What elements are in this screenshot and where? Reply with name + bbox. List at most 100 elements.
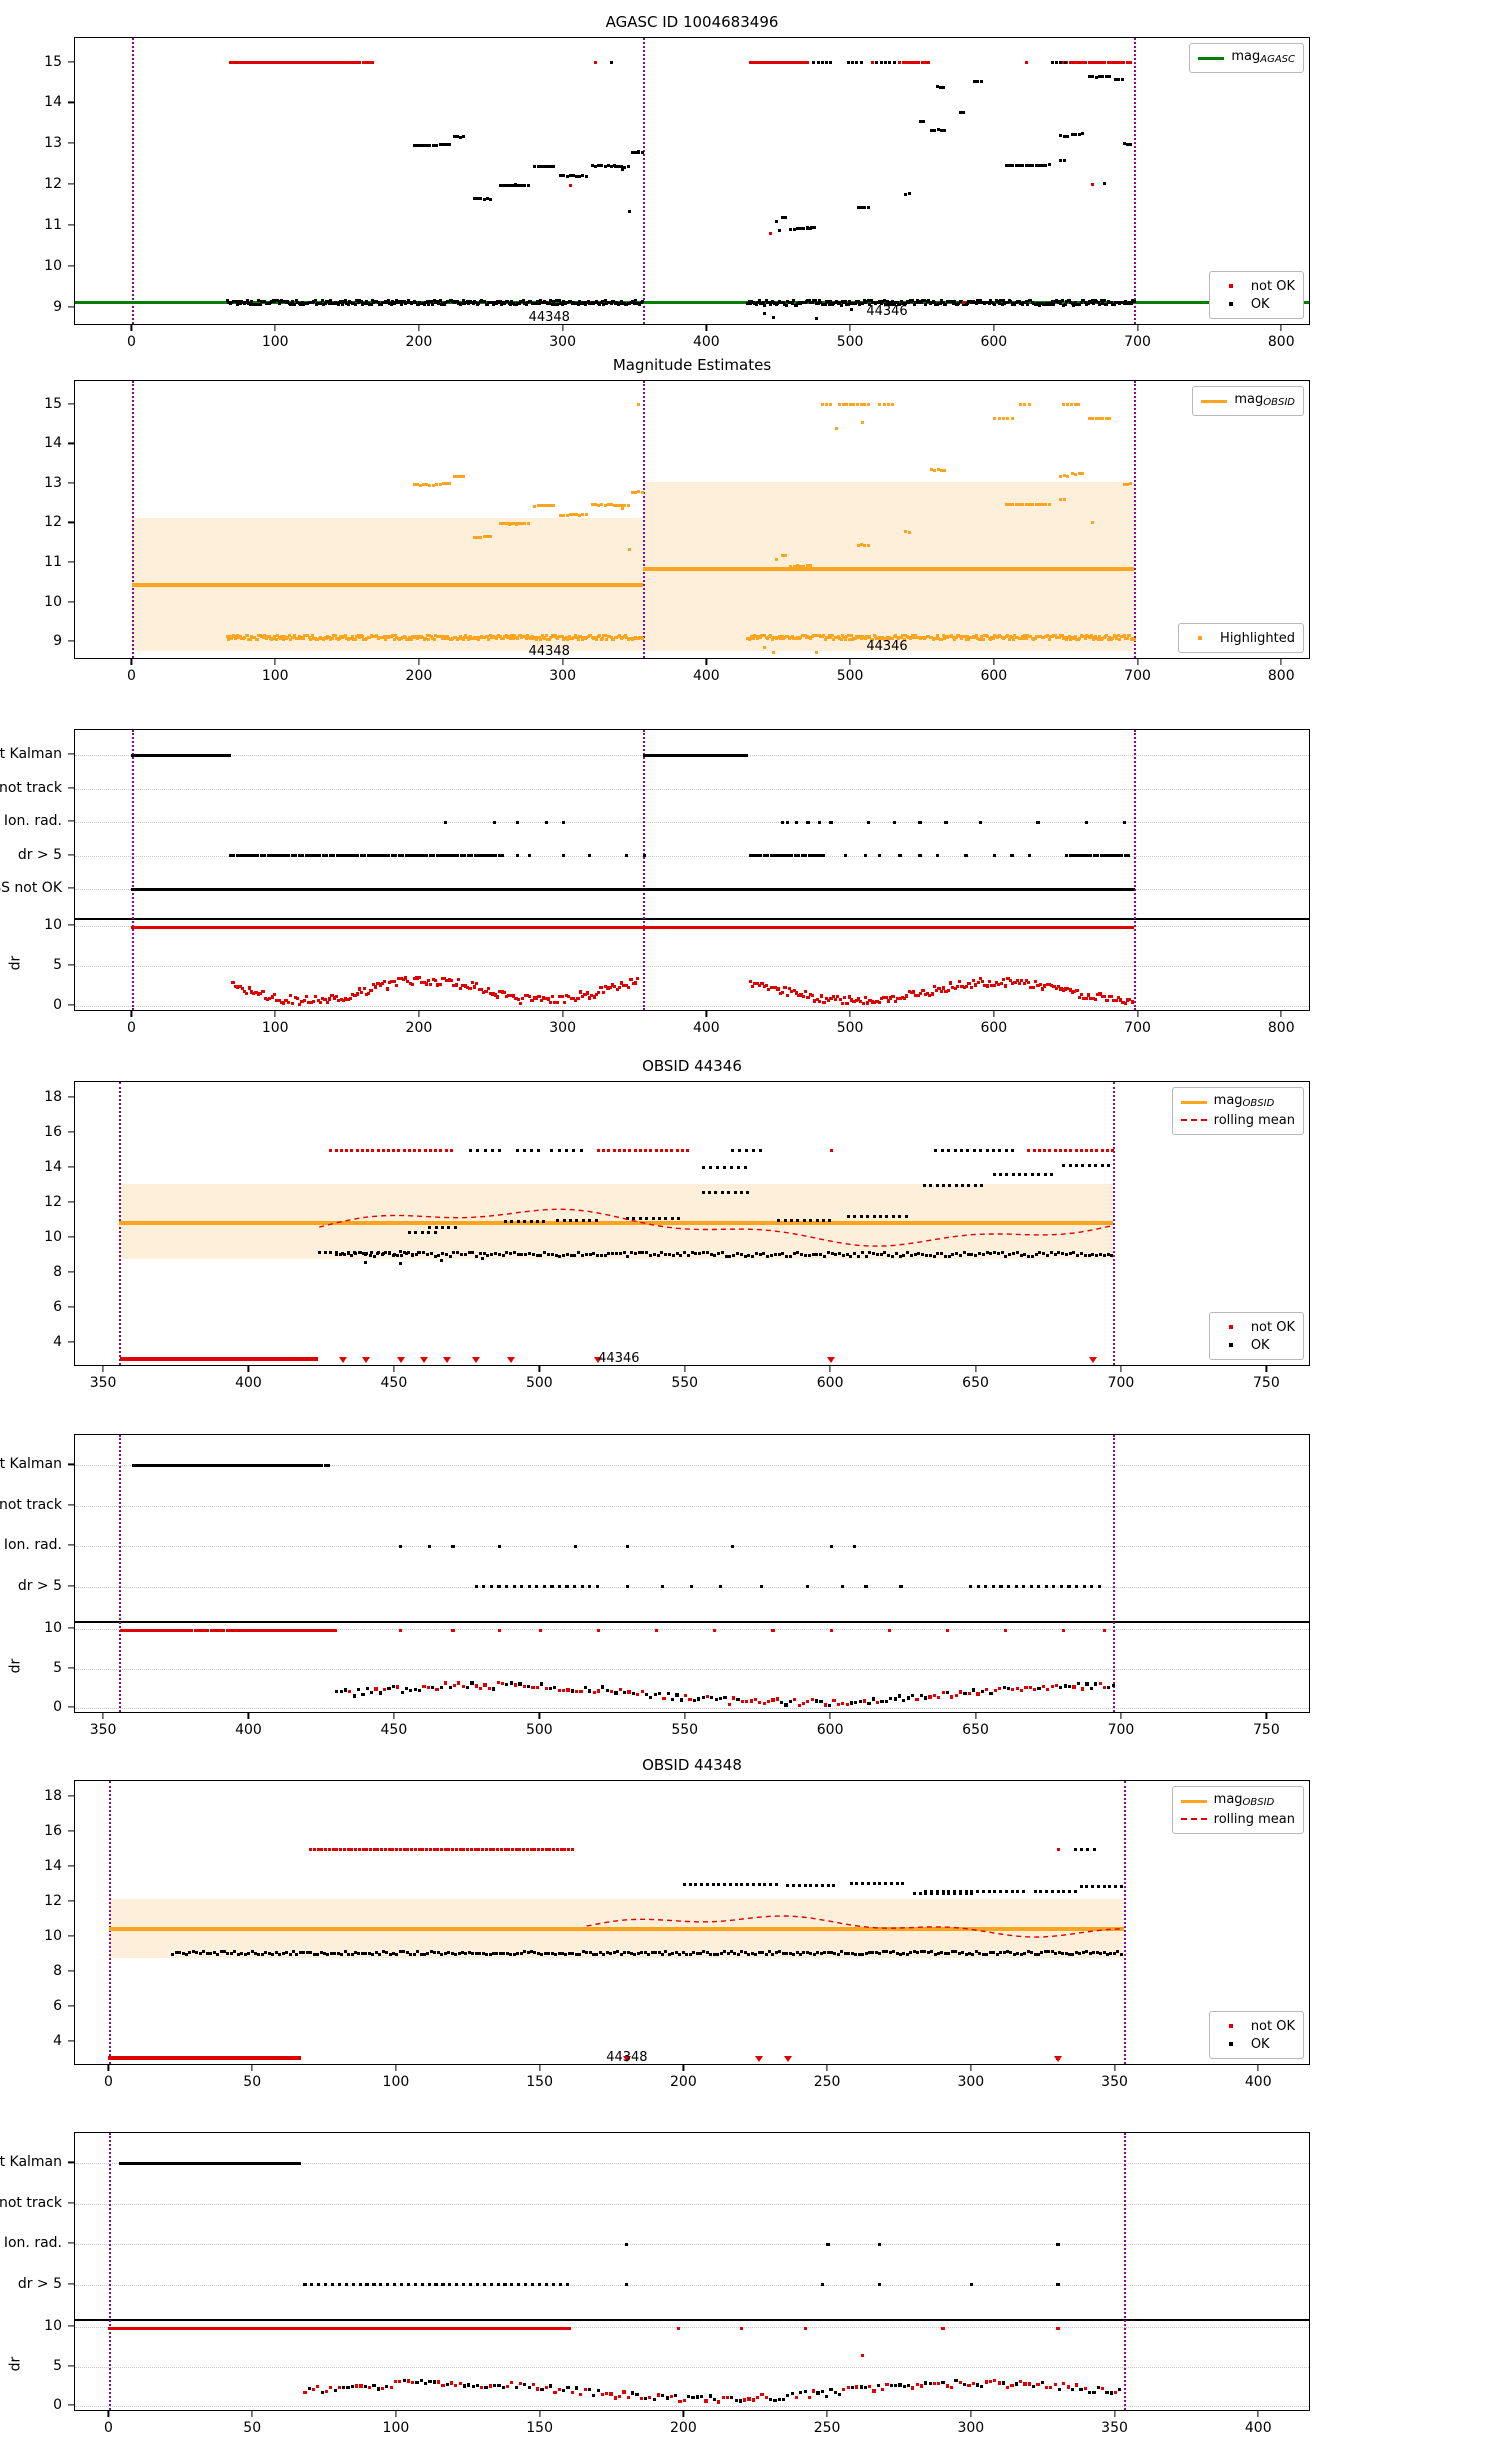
- data-point: [403, 1250, 407, 1254]
- legend[interactable]: magAGASC: [1189, 43, 1304, 73]
- data-point: [1014, 164, 1018, 168]
- data-point: [607, 1252, 611, 1256]
- data-point: [392, 1148, 396, 1152]
- flag-marker: [432, 854, 436, 858]
- data-point: [957, 302, 961, 306]
- flag-marker: [1006, 976, 1010, 981]
- y-tick-mark: [68, 924, 74, 926]
- flag-label: dr > 5: [17, 846, 62, 863]
- data-point: [990, 300, 994, 304]
- flag-gridline: [75, 1505, 1309, 1508]
- legend[interactable]: not OK OK: [1208, 271, 1304, 319]
- data-point: [456, 475, 460, 479]
- data-point: [1024, 163, 1028, 167]
- data-point: [911, 633, 915, 637]
- data-point: [521, 299, 525, 303]
- data-point: [617, 504, 621, 508]
- data-point: [517, 302, 521, 306]
- dr-tick-label: 5: [53, 957, 62, 974]
- data-point: [298, 61, 302, 64]
- legend[interactable]: Highlighted: [1178, 623, 1304, 653]
- data-point: [1080, 132, 1084, 136]
- data-point: [891, 403, 895, 407]
- data-point: [935, 85, 939, 89]
- data-point: [1065, 637, 1069, 641]
- y-tick-mark: [68, 1706, 74, 1708]
- legend[interactable]: not OK OK: [1208, 1312, 1304, 1360]
- flag-marker: [838, 998, 842, 1002]
- data-point: [817, 298, 821, 302]
- flag-marker: [799, 993, 803, 997]
- data-point: [1011, 503, 1015, 507]
- data-point: [510, 521, 514, 525]
- data-point: [939, 85, 943, 89]
- legend[interactable]: magOBSID rolling mean: [1171, 1087, 1304, 1135]
- flag-marker: [445, 854, 450, 858]
- data-point: [560, 634, 564, 638]
- data-point: [806, 226, 810, 230]
- flag-marker: [487, 1687, 491, 1691]
- x-tick-mark: [829, 1366, 831, 1372]
- data-point: [562, 174, 566, 178]
- data-point: [789, 227, 793, 231]
- data-point: [720, 1190, 724, 1194]
- data-point: [978, 299, 982, 303]
- data-point: [283, 61, 287, 64]
- data-point: [244, 300, 248, 304]
- data-point: [327, 301, 331, 305]
- flag-marker: [1089, 1687, 1094, 1691]
- data-point: [382, 634, 386, 638]
- flag-marker: [295, 997, 300, 1001]
- x-tick-label: 500: [525, 1722, 553, 1738]
- x-tick-mark: [393, 1366, 395, 1372]
- flag-marker: [1061, 988, 1065, 992]
- flag-marker: [1130, 1000, 1134, 1004]
- flag-marker: [788, 1699, 792, 1704]
- data-point: [633, 1148, 637, 1152]
- flag-marker: [1128, 997, 1132, 1001]
- data-point: [744, 1148, 748, 1152]
- data-point: [358, 61, 362, 64]
- data-point: [274, 637, 278, 641]
- data-point: [769, 303, 773, 307]
- data-point: [237, 636, 241, 640]
- flag-marker: [468, 987, 472, 991]
- x-tick-label: 600: [816, 1722, 844, 1738]
- flag-marker: [472, 985, 477, 989]
- data-point: [671, 1254, 675, 1258]
- flag-marker: [397, 854, 401, 858]
- data-point: [622, 1250, 626, 1254]
- data-point: [319, 302, 323, 306]
- data-point: [439, 635, 443, 638]
- data-point: [293, 633, 297, 637]
- flag-marker: [1080, 992, 1084, 997]
- data-point: [888, 61, 892, 64]
- flag-marker: [774, 986, 778, 990]
- data-point: [588, 1218, 592, 1222]
- legend-entry: Highlighted: [1187, 629, 1295, 647]
- data-point: [1104, 74, 1108, 78]
- flag-marker: [666, 1691, 670, 1695]
- flag-marker: [530, 998, 534, 1003]
- data-point: [243, 636, 247, 640]
- legend-label-subscript: OBSID: [1263, 397, 1295, 408]
- flag-marker: [418, 1689, 422, 1693]
- data-point: [987, 302, 991, 306]
- data-point: [940, 298, 944, 302]
- flag-marker: [1077, 995, 1081, 1000]
- flag-marker: [875, 999, 879, 1004]
- data-point: [510, 1220, 514, 1224]
- flag-marker: [342, 854, 346, 858]
- data-point: [445, 635, 449, 638]
- data-point: [543, 1251, 547, 1255]
- data-point: [1122, 482, 1126, 486]
- flag-marker: [804, 990, 808, 994]
- flag-marker: [527, 1585, 531, 1589]
- data-point: [790, 635, 794, 639]
- legend[interactable]: magOBSID: [1192, 386, 1304, 416]
- data-point: [1008, 502, 1012, 506]
- flag-marker: [971, 978, 976, 983]
- data-point: [936, 468, 940, 472]
- data-point: [603, 299, 607, 303]
- data-point: [623, 634, 627, 638]
